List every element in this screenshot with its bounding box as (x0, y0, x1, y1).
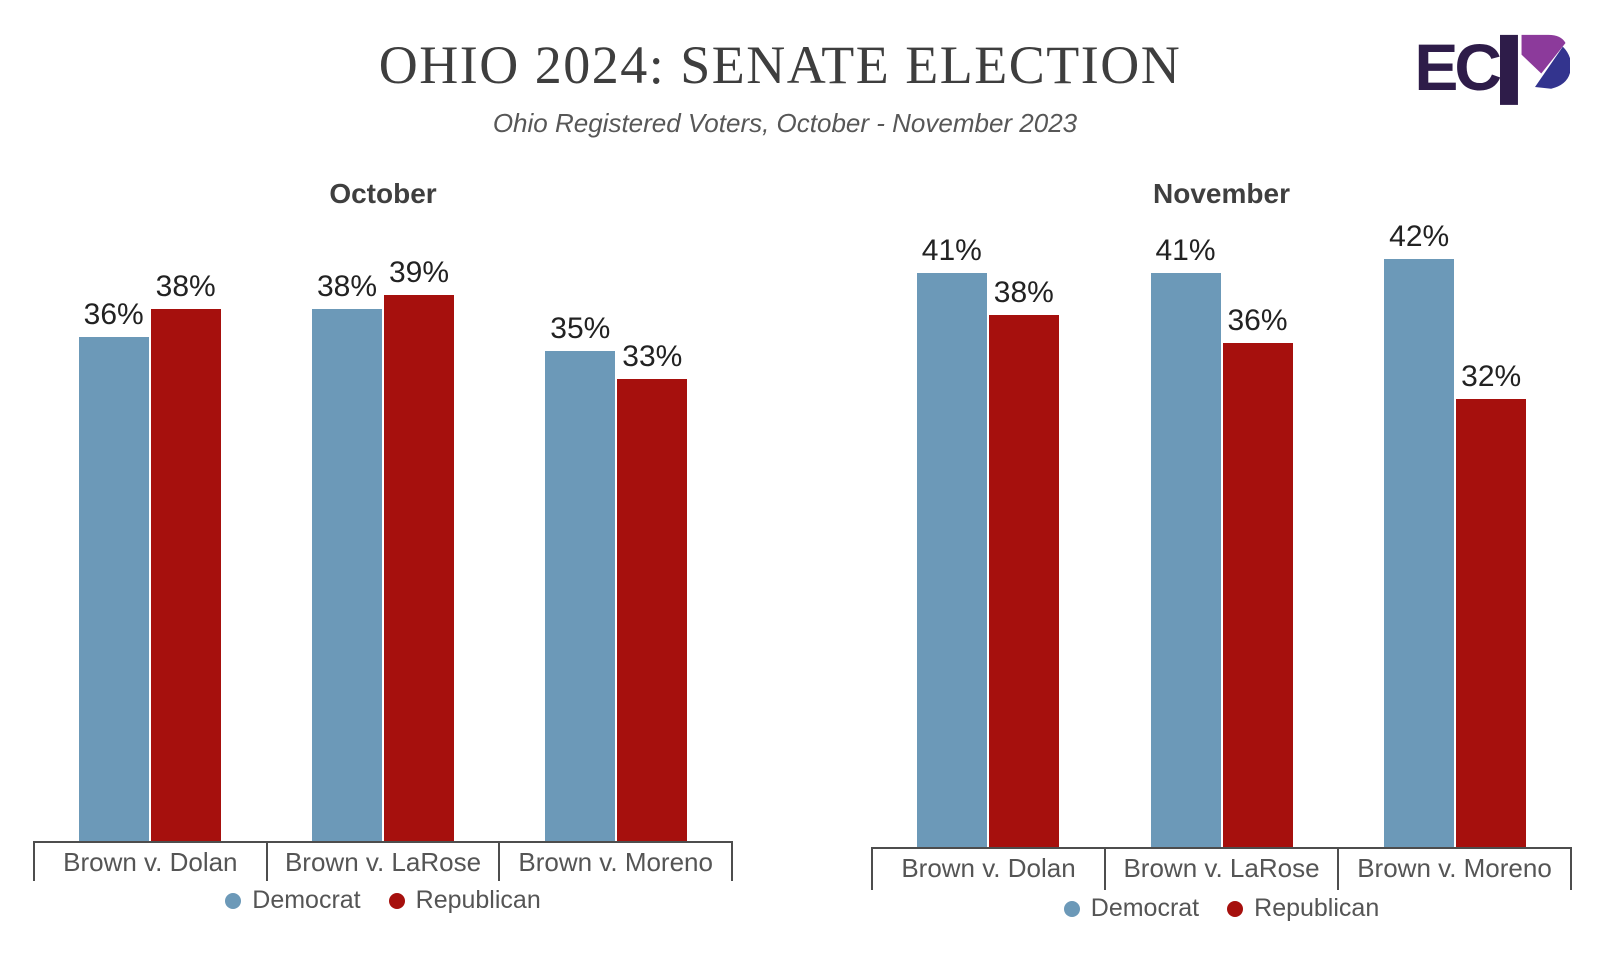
bar-democrat: 35% (545, 312, 616, 841)
bar-republican: 32% (1456, 360, 1527, 847)
category-label: Brown v. Moreno (498, 843, 731, 881)
ecp-logo: EC (1414, 30, 1570, 108)
legend-item-democrat: Democrat (225, 886, 361, 915)
chart-title-november: November (1153, 178, 1290, 209)
bar-value-label: 33% (622, 340, 683, 373)
bar-value-label: 32% (1461, 360, 1522, 393)
legend-swatch-icon (225, 892, 242, 909)
bar-democrat: 38% (311, 270, 382, 841)
legend-label: Republican (415, 886, 541, 914)
legend: Democrat Republican (33, 886, 733, 915)
category-axis: Brown v. Dolan Brown v. LaRose Brown v. Mo… (33, 841, 733, 881)
logo-p-icon (1500, 34, 1570, 105)
category-label: Brown v. LaRose (265, 843, 499, 881)
bar-value-label: 36% (83, 298, 144, 331)
bar-democrat: 41% (916, 234, 987, 847)
legend-label: Republican (1254, 894, 1380, 922)
bar-republican: 38% (988, 276, 1059, 847)
chart-title-october: October (329, 178, 437, 209)
bar-republican: 33% (617, 340, 688, 841)
bar-value-label: 36% (1227, 304, 1288, 337)
legend: Democrat Republican (871, 894, 1572, 923)
category-group: 41% 36% (1105, 0, 1339, 847)
page-title: OHIO 2024: SENATE ELECTION (378, 35, 1182, 95)
bar-democrat: 41% (1150, 234, 1221, 847)
category-group: 36% 38% (33, 0, 266, 841)
legend-swatch-icon (1227, 900, 1244, 917)
category-axis: Brown v. Dolan Brown v. LaRose Brown v. Mo… (871, 847, 1572, 890)
category-group: 42% 32% (1338, 0, 1572, 847)
page-subtitle: Ohio Registered Voters, October - Novemb… (492, 108, 1078, 138)
bar-value-label: 41% (921, 234, 982, 267)
bar-republican: 36% (1222, 304, 1293, 847)
category-label: Brown v. Moreno (1337, 849, 1570, 890)
legend-swatch-icon (388, 892, 405, 909)
bar-value-label: 38% (316, 270, 378, 303)
bar-democrat: 42% (1384, 220, 1455, 847)
bar-democrat: 36% (78, 298, 149, 841)
category-label: Brown v. Dolan (63, 847, 238, 877)
logo-ec-letters: EC (1414, 30, 1502, 104)
bar-value-label: 35% (550, 312, 611, 345)
bar-value-label: 41% (1155, 234, 1216, 267)
legend-label: Democrat (1090, 894, 1200, 922)
legend-label: Democrat (252, 886, 361, 914)
category-group: 38% 39% (266, 0, 499, 841)
bar-value-label: 38% (155, 270, 216, 303)
bar-republican: 39% (383, 256, 454, 841)
category-label: Brown v. LaRose (1104, 849, 1337, 890)
bar-republican: 38% (150, 270, 221, 841)
plot-area: 41% 38% 41% 36% 42% 32% (871, 0, 1572, 847)
legend-swatch-icon (1063, 900, 1080, 917)
legend-item-republican: Republican (1227, 894, 1379, 923)
legend-item-republican: Republican (388, 886, 541, 915)
bar-value-label: 38% (993, 276, 1054, 309)
category-group: 41% 38% (871, 0, 1105, 847)
bar-value-label: 39% (388, 256, 450, 289)
plot-area: 36% 38% 38% 39% 35% 33% (33, 0, 733, 841)
category-group: 35% 33% (500, 0, 733, 841)
legend-item-democrat: Democrat (1063, 894, 1200, 923)
category-label: Brown v. Dolan (901, 853, 1076, 883)
bar-value-label: 42% (1389, 220, 1450, 253)
